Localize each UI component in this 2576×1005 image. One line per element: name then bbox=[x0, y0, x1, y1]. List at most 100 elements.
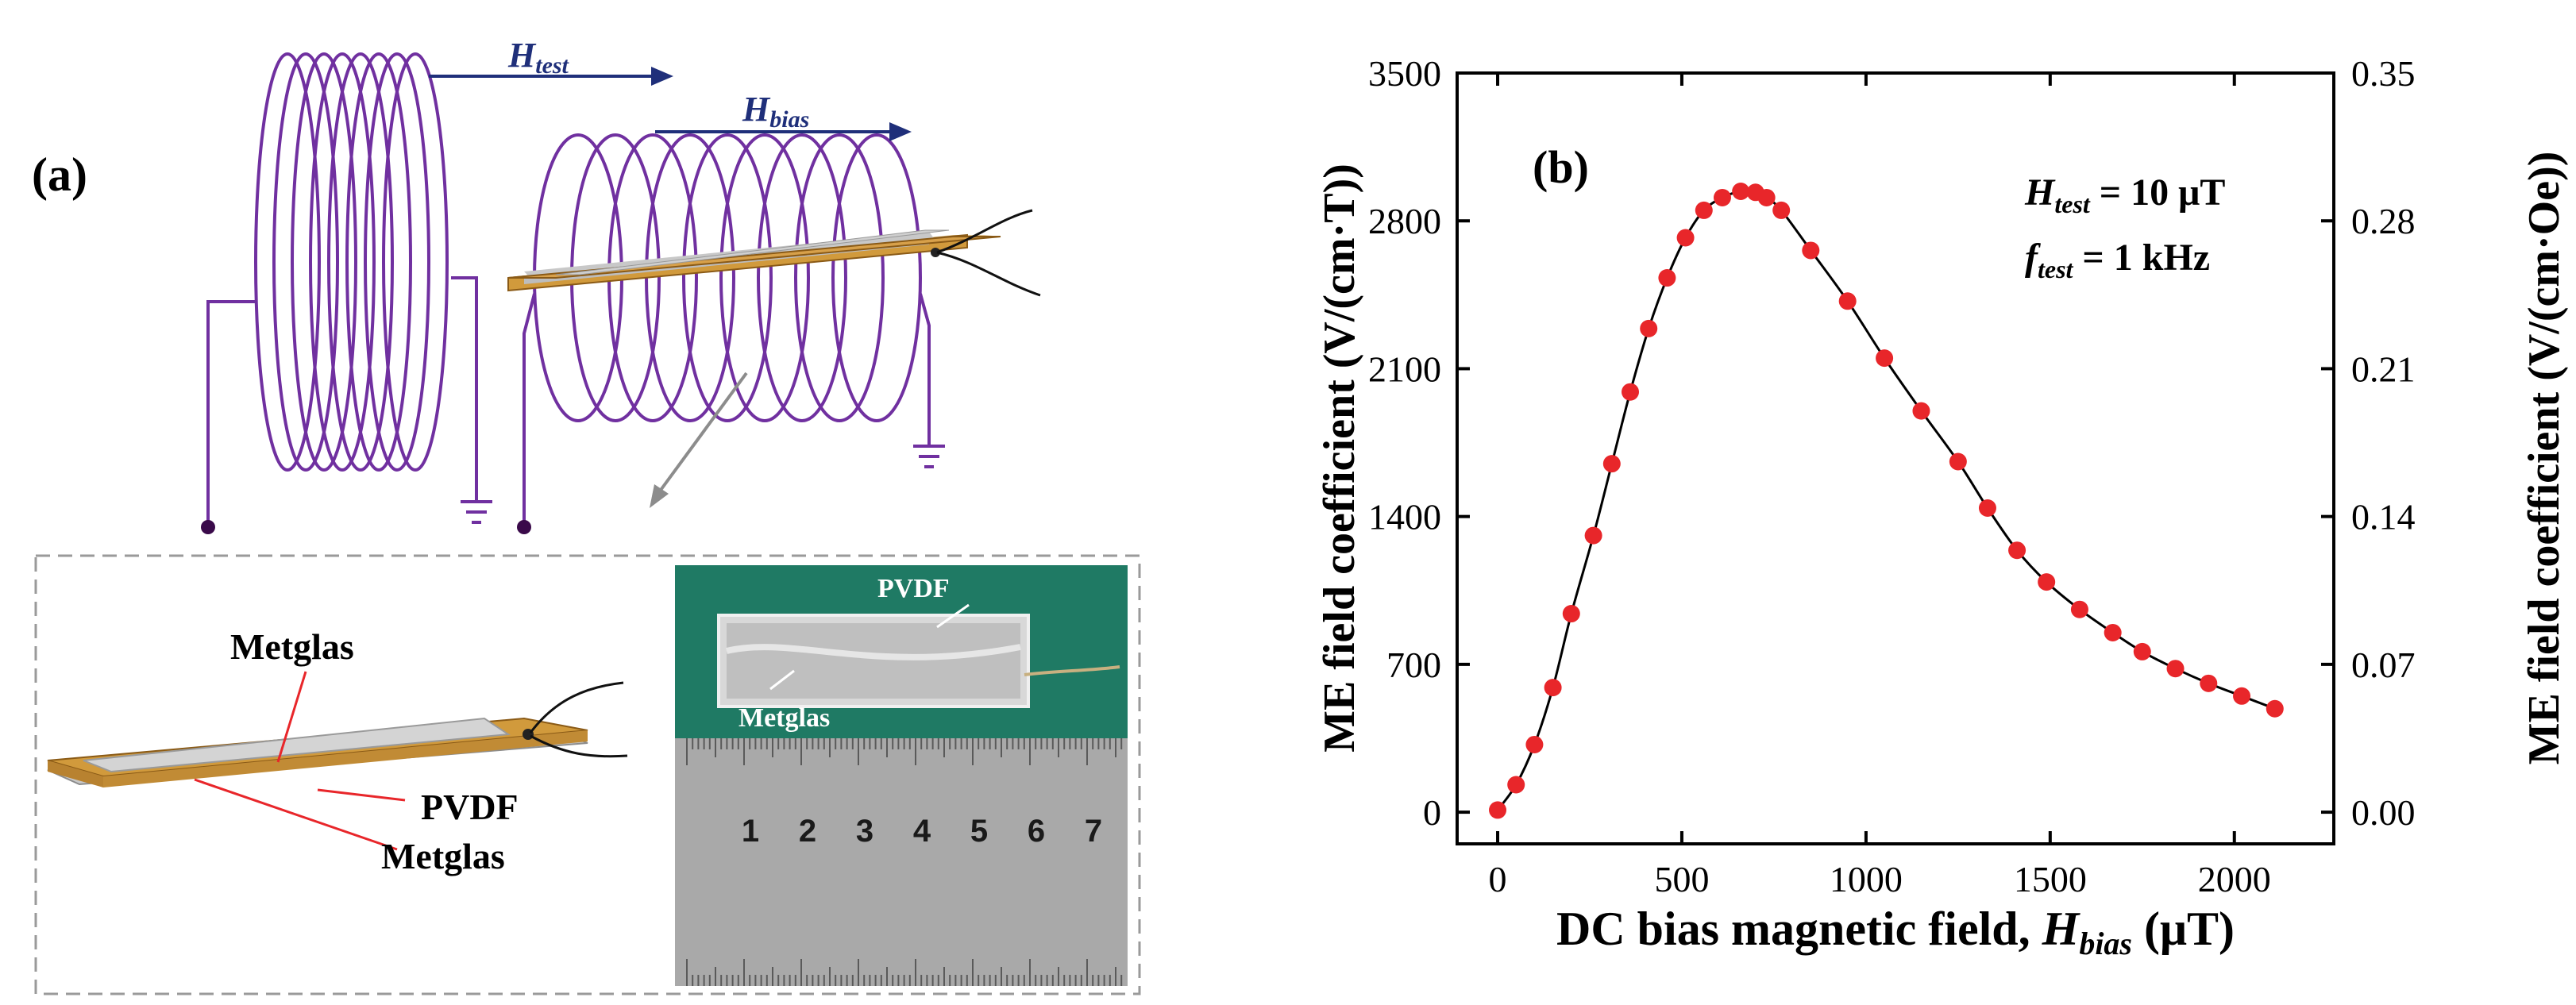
data-point bbox=[1713, 188, 1731, 206]
y-tick-label-left: 700 bbox=[1386, 645, 1441, 685]
data-point bbox=[1838, 292, 1857, 310]
data-point bbox=[2166, 660, 2185, 678]
data-point bbox=[1622, 383, 1640, 401]
laminate-sample bbox=[507, 209, 1041, 297]
axis-ticks bbox=[1457, 71, 2334, 844]
data-point bbox=[1602, 455, 1621, 473]
y-tick-label-right: 0.14 bbox=[2351, 497, 2416, 537]
ruler bbox=[675, 738, 1128, 986]
panel-a: (a) Htest bbox=[32, 36, 1141, 995]
inset-top-metglas-label: Metglas bbox=[230, 626, 354, 667]
data-point bbox=[1507, 776, 1525, 794]
y-tick-label-left: 3500 bbox=[1368, 53, 1441, 94]
annotation-h-test-var: H bbox=[2024, 171, 2056, 214]
panel-a-label: (a) bbox=[32, 148, 87, 201]
ruler-number: 4 bbox=[913, 814, 931, 849]
test-coil-terminal bbox=[201, 520, 215, 534]
data-point bbox=[1732, 182, 1750, 200]
annotation-f-test-sub: test bbox=[2038, 255, 2074, 283]
photo-pvdf-label: PVDF bbox=[877, 574, 950, 603]
x-axis-label-var: H bbox=[2042, 903, 2081, 955]
h-bias-sub: bias bbox=[769, 106, 809, 133]
data-point bbox=[2104, 623, 2122, 641]
data-point bbox=[1525, 735, 1544, 753]
inset-leader-lines bbox=[194, 671, 406, 851]
inset-frame bbox=[34, 554, 1141, 995]
y-tick-label-right: 0.21 bbox=[2351, 348, 2416, 389]
data-point bbox=[2038, 573, 2056, 591]
data-point bbox=[1978, 499, 1996, 518]
test-coil bbox=[206, 52, 478, 524]
data-point bbox=[1695, 201, 1713, 219]
data-point bbox=[1802, 241, 1820, 260]
plot-frame bbox=[1456, 71, 2335, 845]
x-tick-label: 1500 bbox=[2014, 859, 2087, 899]
x-axis-label: DC bias magnetic field, Hbias (μT) bbox=[1556, 903, 2235, 961]
data-point bbox=[1544, 679, 1562, 697]
data-point bbox=[1912, 402, 1930, 420]
x-axis-label-prefix: DC bias magnetic field, bbox=[1556, 903, 2042, 955]
inset-pvdf-label: PVDF bbox=[421, 787, 519, 827]
data-point bbox=[2233, 687, 2251, 705]
y-tick-label-left: 2100 bbox=[1368, 348, 1441, 389]
bias-solenoid bbox=[523, 133, 931, 524]
annotation-f-test: ftest = 1 kHz bbox=[2025, 237, 2210, 283]
photo-metglas-label: Metglas bbox=[738, 703, 830, 733]
h-bias-arrow: Hbias bbox=[655, 90, 912, 141]
data-point bbox=[2133, 642, 2151, 660]
data-point bbox=[1489, 801, 1507, 819]
inset-bottom-metglas-label: Metglas bbox=[381, 836, 505, 876]
data-point bbox=[2008, 541, 2026, 560]
x-tick-label: 0 bbox=[1489, 859, 1507, 899]
data-point bbox=[1949, 452, 1967, 471]
x-axis-label-unit: (μT) bbox=[2132, 903, 2235, 955]
y-tick-labels-left: 0 700 1400 2100 2800 3500 bbox=[1368, 53, 1441, 833]
annotation-f-test-rest: = 1 kHz bbox=[2073, 237, 2210, 279]
y-tick-label-left: 1400 bbox=[1368, 497, 1441, 537]
ruler-number: 7 bbox=[1085, 814, 1102, 849]
y-tick-label-left: 2800 bbox=[1368, 201, 1441, 241]
fit-curve bbox=[1496, 190, 2276, 811]
ground-symbol-left bbox=[461, 500, 492, 524]
ground-symbol-right bbox=[913, 445, 945, 468]
data-point bbox=[1876, 349, 1894, 368]
data-point bbox=[2266, 699, 2284, 718]
ruler-number: 6 bbox=[1028, 814, 1045, 849]
y-tick-label-right: 0.07 bbox=[2351, 645, 2416, 685]
data-point bbox=[2200, 674, 2218, 692]
ruler-number: 3 bbox=[856, 814, 873, 849]
x-tick-label: 2000 bbox=[2198, 859, 2271, 899]
y-axis-label-right: ME field coefficient (V/(cm·Oe)) bbox=[2520, 152, 2569, 765]
h-bias-label: Hbias bbox=[742, 90, 809, 133]
data-point bbox=[1562, 605, 1580, 623]
data-point bbox=[1640, 319, 1658, 337]
h-bias-base: H bbox=[742, 90, 771, 129]
y-axis-label-left: ME field coefficient (V/(cm·T)) bbox=[1315, 164, 1364, 753]
x-tick-label: 1000 bbox=[1830, 859, 1903, 899]
h-test-label: Htest bbox=[507, 36, 570, 79]
data-point bbox=[1584, 526, 1602, 545]
annotation-h-test-sub: test bbox=[2054, 190, 2091, 218]
data-points bbox=[1489, 182, 2284, 819]
data-point bbox=[1772, 201, 1791, 219]
ruler-number: 5 bbox=[970, 814, 988, 849]
ruler-number: 2 bbox=[799, 814, 816, 849]
annotation-f-test-var: f bbox=[2025, 237, 2041, 279]
annotation-h-test: Htest = 10 μT bbox=[2024, 171, 2225, 218]
panel-b-label: (b) bbox=[1533, 141, 1589, 193]
annotation-h-test-rest: = 10 μT bbox=[2090, 171, 2226, 214]
h-test-arrow: Htest bbox=[429, 36, 673, 86]
x-axis-label-sub: bias bbox=[2079, 926, 2132, 961]
h-test-sub: test bbox=[535, 52, 569, 79]
ruler-ticks bbox=[686, 738, 1123, 986]
y-tick-label-right: 0.28 bbox=[2351, 201, 2416, 241]
data-point bbox=[1658, 269, 1676, 287]
zoom-arrow bbox=[650, 372, 748, 508]
data-point bbox=[2070, 600, 2088, 618]
x-tick-label: 500 bbox=[1654, 859, 1709, 899]
y-tick-label-right: 0.35 bbox=[2351, 53, 2416, 94]
solenoid-terminal bbox=[517, 520, 531, 534]
ruler-number: 1 bbox=[742, 814, 759, 849]
inset-laminate bbox=[47, 681, 628, 787]
y-tick-label-right: 0.00 bbox=[2351, 792, 2416, 833]
